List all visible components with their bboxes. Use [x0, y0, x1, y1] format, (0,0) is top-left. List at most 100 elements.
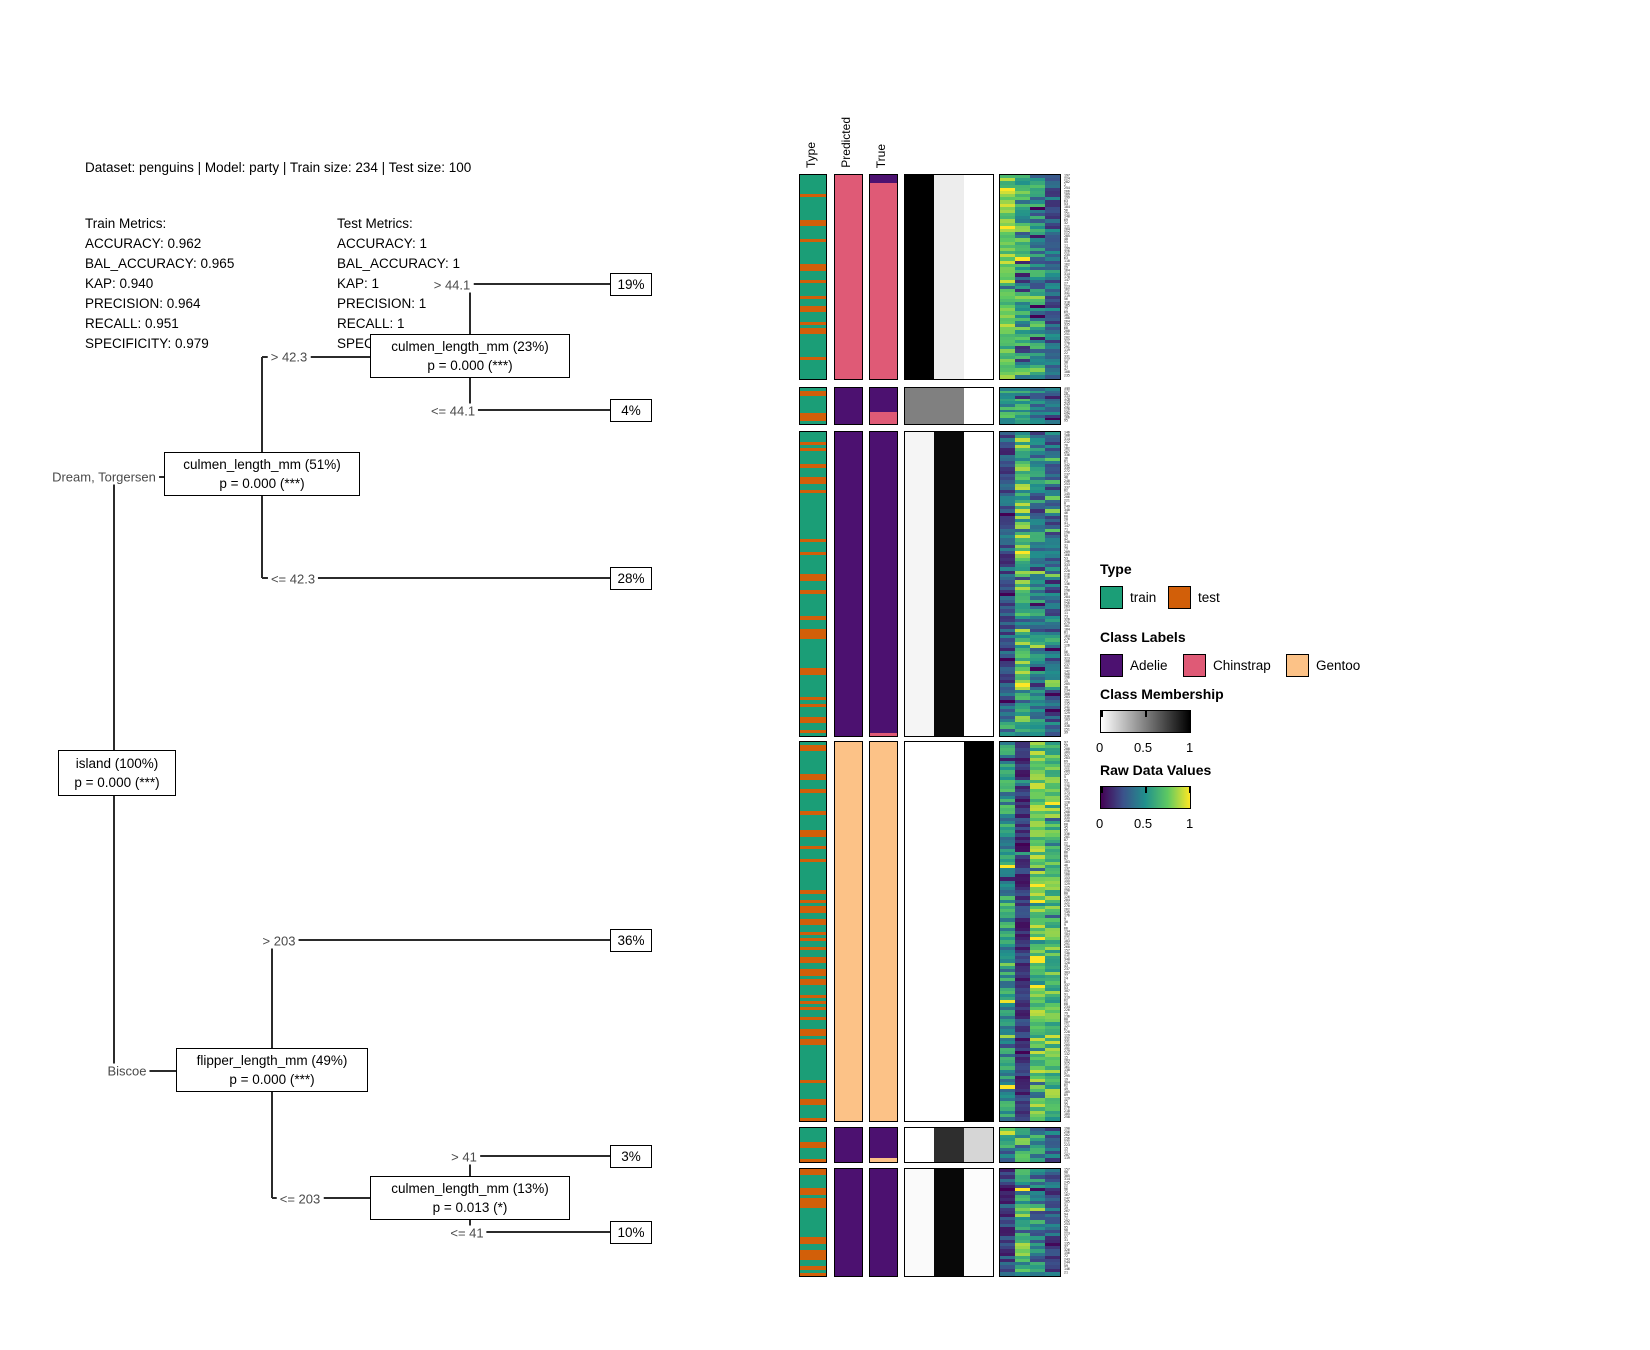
heatmap-block-36pct-membership-column: [904, 741, 994, 1122]
heatmap-block-36pct-row-id-labels: 97 59 200 105 327 283 69 213 122 209 127…: [1064, 741, 1090, 1122]
raw-data-row: [1000, 515, 1060, 520]
heatmap-block-10pct-type-column: [799, 1168, 827, 1277]
raw-data-row: [1000, 339, 1060, 344]
raw-data-row: [1000, 225, 1060, 230]
raw-data-row: [1000, 311, 1060, 316]
raw-data-row: [1000, 276, 1060, 281]
raw-data-row: [1000, 263, 1060, 268]
raw-data-row: [1000, 596, 1060, 601]
raw-data-row: [1000, 628, 1060, 633]
tree-leaf-l36: 36%: [610, 929, 652, 952]
raw-data-row: [1000, 912, 1060, 916]
raw-data-row: [1000, 1194, 1060, 1199]
test-stripe: [800, 390, 826, 397]
raw-data-row: [1000, 1041, 1060, 1045]
raw-data-row: [1000, 1147, 1060, 1152]
heatmap-block-28pct-type-column: [799, 431, 827, 737]
raw-data-row: [1000, 388, 1060, 392]
raw-data-row: [1000, 1210, 1060, 1215]
true-class-segment: [870, 1157, 897, 1162]
true-class-segment: [870, 175, 897, 184]
raw-data-row: [1000, 823, 1060, 828]
membership-cell: [905, 742, 935, 1121]
raw-data-row: [1000, 937, 1060, 942]
raw-data-row: [1000, 593, 1060, 597]
raw-data-row: [1000, 764, 1060, 768]
raw-data-row: [1000, 705, 1060, 710]
raw-data-row: [1000, 886, 1060, 891]
heatmap-block-3pct-type-column: [799, 1127, 827, 1163]
legend-label-gentoo: Gentoo: [1316, 658, 1361, 673]
raw-data-row: [1000, 232, 1060, 236]
raw-data-row: [1000, 1246, 1060, 1250]
raw-data-row: [1000, 631, 1060, 636]
raw-data-row: [1000, 412, 1060, 416]
raw-data-row: [1000, 874, 1060, 879]
membership-cell: [905, 432, 935, 736]
raw-data-row: [1000, 855, 1060, 860]
raw-data-row: [1000, 432, 1060, 436]
raw-data-row: [1000, 811, 1060, 816]
tree-edge-label-dream: Dream, Torgersen: [49, 469, 159, 485]
row-id-text: 145 272 28 113 170 179 243 241 226 242 1…: [1064, 387, 1070, 423]
test-stripe: [800, 703, 826, 707]
raw-data-row: [1000, 251, 1060, 255]
test-stripe: [800, 219, 826, 226]
heatmap-block-36pct-true-column: [869, 741, 898, 1122]
raw-data-row: [1000, 1134, 1060, 1139]
raw-data-row: [1000, 1197, 1060, 1202]
tree-edge-label-le41: <= 41: [447, 1225, 487, 1241]
test-stripe: [800, 448, 826, 452]
legend-class-membership-title: Class Membership: [1100, 686, 1224, 702]
raw-data-row: [1000, 908, 1060, 913]
heatmap-block-3pct-true-column: [869, 1127, 898, 1163]
tree-edge-line: [470, 283, 610, 285]
raw-data-row: [1000, 506, 1060, 510]
raw-data-row: [1000, 525, 1060, 530]
raw-data-row: [1000, 1141, 1060, 1146]
raw-data-row: [1000, 203, 1060, 208]
raw-data-row: [1000, 994, 1060, 998]
raw-data-row: [1000, 457, 1060, 462]
raw-data-row: [1000, 314, 1060, 319]
legend-label-train: train: [1130, 590, 1157, 605]
raw-data-row: [1000, 654, 1060, 659]
membership-cell: [934, 1128, 964, 1162]
metrics-title: Test Metrics:: [337, 216, 413, 231]
row-id-text: 197 224 282 2 254 266 189 199 63 53 184 …: [1064, 174, 1070, 378]
raw-data-row: [1000, 956, 1060, 960]
raw-data-row: [1000, 931, 1060, 935]
raw-data-row: [1000, 178, 1060, 182]
metric-value: KAP: 0.940: [85, 276, 154, 291]
legend-type-title: Type: [1100, 561, 1132, 577]
test-stripe: [800, 773, 826, 780]
raw-data-row: [1000, 1050, 1060, 1055]
raw-data-row: [1000, 451, 1060, 456]
legend-class-labels-title: Class Labels: [1100, 629, 1186, 645]
membership-cell: [905, 1128, 935, 1162]
raw-data-row: [1000, 664, 1060, 668]
tree-edge-line: [261, 357, 263, 452]
raw-data-row: [1000, 570, 1060, 575]
heatmap-block-19pct-membership-column: [904, 174, 994, 380]
heatmap-block-10pct-true-column: [869, 1168, 898, 1277]
test-stripe: [800, 1016, 826, 1020]
raw-data-row: [1000, 362, 1060, 366]
heatmap-block-4pct-true-column: [869, 387, 898, 425]
heatmap-column-header-true: True: [874, 143, 888, 168]
heatmap-block-10pct-row-id-labels: 157 98 305 314 245 22 96 72 167 247 105 …: [1064, 1168, 1090, 1277]
tree-edge-line: [113, 796, 115, 1071]
tree-node-pvalue: p = 0.013 (*): [432, 1200, 508, 1215]
raw-data-row: [1000, 1038, 1060, 1042]
heatmap-block-4pct-membership-column: [904, 387, 994, 425]
test-stripe: [800, 590, 826, 594]
raw-data-row: [1000, 1028, 1060, 1033]
true-class-segment: [870, 742, 897, 1121]
raw-data-row: [1000, 398, 1060, 403]
raw-data-row: [1000, 538, 1060, 543]
legend-class-membership-tick: [1189, 711, 1191, 717]
raw-data-row: [1000, 247, 1060, 252]
raw-data-row: [1000, 644, 1060, 649]
tree-edge-label-le203: <= 203: [276, 1191, 324, 1207]
raw-data-row: [1000, 1060, 1060, 1064]
